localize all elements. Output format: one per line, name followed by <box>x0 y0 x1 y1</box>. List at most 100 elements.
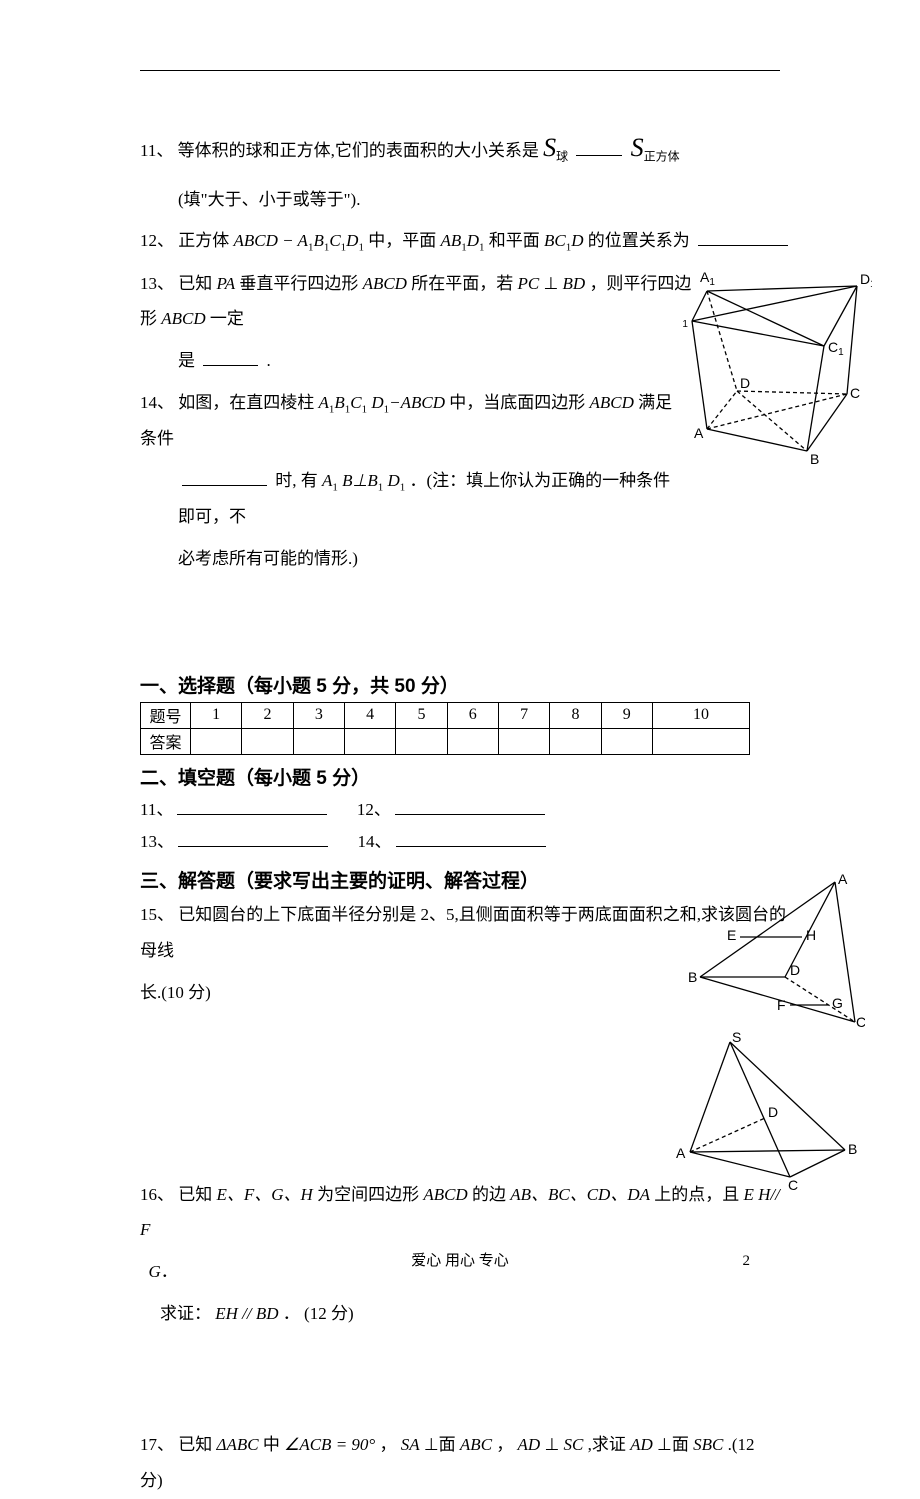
lbl-F: F <box>777 997 786 1013</box>
q13-blank <box>203 365 258 366</box>
q12-mid2: 和平面 <box>489 231 544 250</box>
q12-post: 的位置关系为 <box>588 231 690 250</box>
q15-num: 15、 <box>140 905 174 924</box>
q11-Scube-sub: 正方体 <box>644 149 680 163</box>
fill-11: 11、 <box>140 800 173 819</box>
q12-b3: C <box>329 231 340 250</box>
grid-col: 1 <box>191 702 242 728</box>
fill-14-blank <box>396 846 546 847</box>
lbl-D2: D <box>790 962 800 978</box>
q17-dabc: ΔABC <box>217 1435 259 1454</box>
grid-r2-label: 答案 <box>141 728 191 754</box>
lbl-H: H <box>806 927 816 943</box>
q14-l2a: 时, 有 <box>275 471 322 490</box>
question-12: 12、 正方体 ABCD − A1B1C1D1 中，平面 AB1D1 和平面 B… <box>140 223 800 259</box>
q17-ad2: AD <box>630 1435 653 1454</box>
lbl-A3: A <box>676 1145 686 1161</box>
lbl-D: D <box>740 375 750 391</box>
grid-col: 10 <box>652 702 749 728</box>
q17-ad: AD <box>518 1435 541 1454</box>
q13-b5: 一定 <box>210 309 244 328</box>
q17-b5: ,求证 <box>588 1435 626 1454</box>
q12-b2: B <box>313 231 323 250</box>
q13-end: . <box>267 351 271 370</box>
q13-perp: ⊥ <box>543 274 562 293</box>
q12-s4: 1 <box>358 242 364 254</box>
q17-b4: ， <box>496 1435 513 1454</box>
grid-col: 9 <box>601 702 652 728</box>
q14-l1b: B <box>334 393 344 412</box>
q13-bd: BD <box>563 274 586 293</box>
q13-abcd2: ABCD <box>161 309 205 328</box>
q17-perp3: ⊥面 <box>657 1435 689 1454</box>
q11-Ssphere: S <box>543 133 556 162</box>
fill-12-blank <box>395 814 545 815</box>
q12-b4: D <box>346 231 358 250</box>
diagram-tetra: A B C D E H F G <box>680 872 865 1032</box>
grid-row-header: 题号 1 2 3 4 5 6 7 8 9 10 <box>141 702 750 728</box>
q17-abc: ABC <box>460 1435 492 1454</box>
grid-col: 2 <box>242 702 293 728</box>
question-13: 13、 已知 PA 垂直平行四边形 ABCD 所在平面，若 PC ⊥ BD ，则… <box>140 266 700 337</box>
grid-col: 3 <box>293 702 344 728</box>
q14-d1: D <box>387 471 399 490</box>
q13-pc: PC <box>517 274 539 293</box>
q14-l1a: 如图，在直四棱柱 <box>178 393 318 412</box>
lbl-B2: B <box>688 969 697 985</box>
q13-num: 13、 <box>140 274 174 293</box>
q13-b1: 已知 <box>178 274 216 293</box>
q12-b1: ABCD − A <box>234 231 308 250</box>
q16-b3: 的边 <box>472 1185 510 1204</box>
q16-b2: 为空间四边形 <box>317 1185 423 1204</box>
grid-col: 8 <box>550 702 601 728</box>
fill-11-blank <box>177 814 327 815</box>
answer-grid: 题号 1 2 3 4 5 6 7 8 9 10 答案 <box>140 702 750 755</box>
q17-b3: ， <box>379 1435 396 1454</box>
q16-proof: 求证： <box>160 1304 211 1323</box>
q16-num: 16、 <box>140 1185 174 1204</box>
q17-sc: SC <box>564 1435 584 1454</box>
fill-13-blank <box>178 846 328 847</box>
lbl-C: C <box>850 385 860 401</box>
q16-post: ． (12 分) <box>283 1304 354 1323</box>
q14-blank <box>182 485 267 486</box>
lbl-B3: B <box>848 1141 857 1157</box>
q16-line3: 求证： EH // BD ． (12 分) <box>140 1296 800 1332</box>
page-footer: 爱心 用心 专心 <box>140 1249 780 1270</box>
q16-b1: 已知 <box>178 1185 212 1204</box>
fill-13: 13、 <box>140 832 174 851</box>
q12-p2b: D <box>571 231 583 250</box>
q14-l1e: 中，当底面四边形 <box>449 393 589 412</box>
q16-abcd: ABCD <box>423 1185 467 1204</box>
diagram-prism: A1 D1 B1 C1 A D C B <box>682 266 872 466</box>
q13-b6: 是 <box>178 351 195 370</box>
q12-p1b: D <box>467 231 479 250</box>
lbl-S: S <box>732 1032 741 1045</box>
q11-pre: 等体积的球和正方体,它们的表面积的大小关系是 <box>178 141 539 160</box>
q11-Ssphere-sub: 球 <box>556 149 568 163</box>
q17-b2: 中 <box>263 1435 280 1454</box>
grid-col: 5 <box>396 702 447 728</box>
lbl-B1: B1 <box>682 311 688 330</box>
section-1-head: 一、选择题（每小题 5 分，共 50 分） <box>140 671 800 698</box>
grid-col: 7 <box>498 702 549 728</box>
lbl-A2: A <box>838 872 848 887</box>
q12-blank <box>698 245 788 246</box>
q17-sa: SA <box>401 1435 420 1454</box>
question-11: 11、 等体积的球和正方体,它们的表面积的大小关系是 S球 S正方体 <box>140 121 800 176</box>
question-17: 17、 已知 ΔABC 中 ∠ACB = 90° ， SA ⊥面 ABC ， A… <box>140 1427 780 1498</box>
q17-perp2: ⊥ <box>544 1435 559 1454</box>
grid-col: 4 <box>344 702 395 728</box>
lbl-G: G <box>832 995 843 1011</box>
page-number: 2 <box>743 1253 751 1270</box>
lbl-A1: A1 <box>700 269 715 288</box>
lbl-C2: C <box>856 1014 865 1030</box>
q13-b2: 垂直平行四边形 <box>239 274 362 293</box>
grid-r1-label: 题号 <box>141 702 191 728</box>
section-2-head: 二、填空题（每小题 5 分） <box>140 763 800 790</box>
q17-sbc: SBC <box>693 1435 723 1454</box>
q14-l2b: ．(注：填上你认为正确的一种条件即可，不 <box>178 471 670 526</box>
q11-blank <box>576 155 622 156</box>
fill-14: 14、 <box>358 832 392 851</box>
q17-angle: ∠ACB = 90° <box>284 1435 375 1454</box>
